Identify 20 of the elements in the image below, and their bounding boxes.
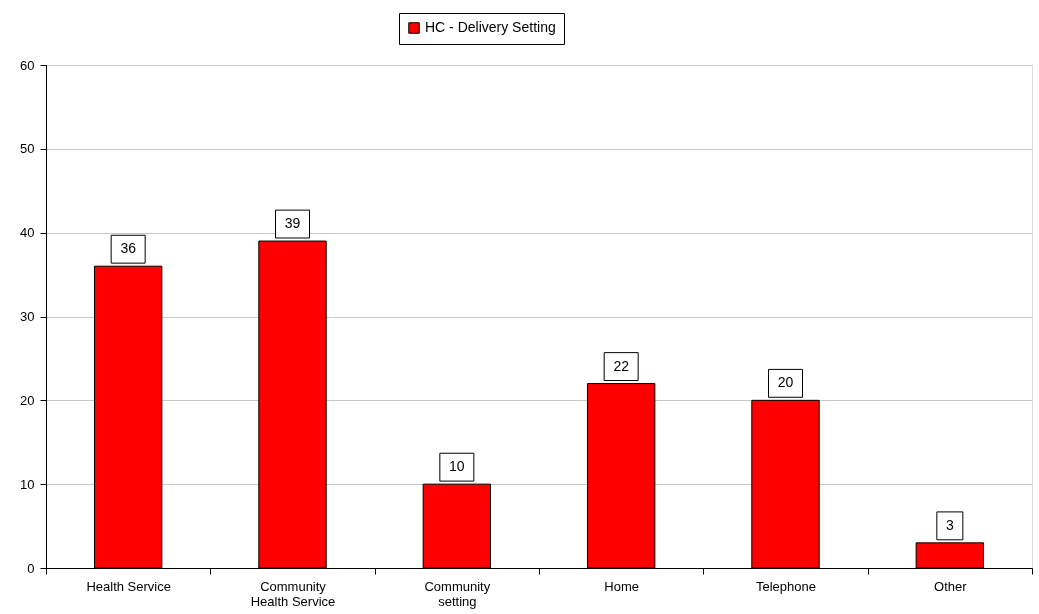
- data-label: 36: [120, 240, 137, 257]
- x-tick-label: Health Service: [86, 578, 171, 594]
- y-tick-label: 30: [20, 309, 35, 324]
- x-tick-label: Telephone: [756, 578, 816, 594]
- y-tick-label: 60: [20, 57, 35, 73]
- y-tick-label: 0: [27, 560, 35, 576]
- y-tick-label: 40: [20, 225, 35, 241]
- data-label: 3: [945, 516, 954, 533]
- data-label: 10: [449, 458, 465, 475]
- data-label: 39: [284, 215, 301, 232]
- y-tick-label: 20: [20, 392, 35, 408]
- y-tick-label: 10: [20, 476, 35, 492]
- data-label: 20: [777, 374, 794, 391]
- x-tick-label: Community Health Service: [250, 578, 336, 609]
- data-label: 22: [613, 357, 630, 374]
- legend-label: HC - Delivery Setting: [425, 19, 556, 35]
- x-tick-label: Home: [604, 578, 640, 594]
- y-tick-label: 50: [20, 141, 35, 157]
- x-tick-label: Community setting: [424, 578, 491, 609]
- x-tick-label: Other: [934, 578, 968, 594]
